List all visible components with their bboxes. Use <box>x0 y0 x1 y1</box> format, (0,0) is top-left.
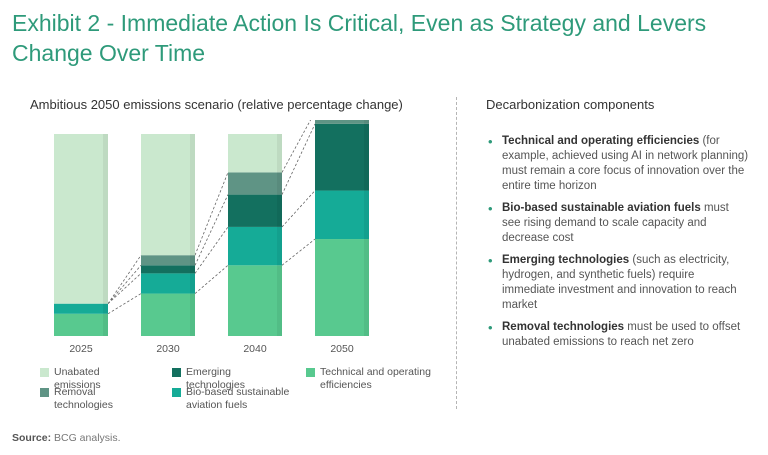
list-item-title: Technical and operating efficiencies <box>502 135 700 147</box>
bar-shade-2030 <box>190 134 195 336</box>
bar-segment-emerging-technologies-2050 <box>315 123 369 191</box>
bar-segment-emerging-technologies-2030 <box>141 265 195 274</box>
bar-segment-removal-technologies-2050 <box>315 120 369 124</box>
list-item-text: (for example, achieved using AI in netwo… <box>502 135 749 192</box>
source-text: BCG analysis. <box>51 432 121 444</box>
list-item: • Bio-based sustainable aviation fuels mu… <box>488 201 750 246</box>
list-item-title: Bio-based sustainable aviation fuels <box>502 202 701 214</box>
x-tick-label-2030: 2030 <box>156 343 180 355</box>
source-label: Source: <box>12 432 52 444</box>
bar-segment-bio-based-sustainable-aviation-fuels-2050 <box>315 190 369 240</box>
list-item-text: (such as electricity, hydrogen, and synt… <box>502 254 737 311</box>
connector-line <box>107 293 142 315</box>
legend-swatch-biobased <box>172 388 181 397</box>
connector-line <box>194 264 229 294</box>
x-tick-label-2050: 2050 <box>330 343 354 355</box>
chart-bars <box>54 120 369 336</box>
bullet-icon: • <box>488 320 493 335</box>
legend-label-emerging: Emerging technologies <box>186 366 245 391</box>
bar-segment-technical-and-operating-efficiencies-2050 <box>315 239 369 336</box>
bar-shade-2040 <box>277 134 282 336</box>
bar-segment-technical-and-operating-efficiencies-2025 <box>54 313 108 336</box>
connector-line <box>281 120 311 173</box>
bar-segment-bio-based-sustainable-aviation-fuels-2025 <box>54 303 108 314</box>
legend-label-technical: Technical and operating efficiencies <box>320 366 431 391</box>
legend-label-biobased: Bio-based sustainable aviation fuels <box>186 386 290 411</box>
section-divider <box>456 97 457 409</box>
bullet-icon: • <box>488 253 493 268</box>
x-tick-label-2025: 2025 <box>69 343 93 355</box>
legend-swatch-technical <box>306 368 315 377</box>
components-list: • Technical and operating efficiencies (f… <box>488 134 750 357</box>
components-heading: Decarbonization components <box>486 97 655 112</box>
legend-swatch-unabated <box>40 368 49 377</box>
bar-segment-unabated-emissions-2025 <box>54 134 108 304</box>
bullet-icon: • <box>488 134 493 149</box>
x-tick-label-2040: 2040 <box>243 343 267 355</box>
x-axis-labels: 2025 2030 2040 2050 <box>69 343 354 355</box>
legend-swatch-emerging <box>172 368 181 377</box>
list-item-text: must see rising demand to scale capacity… <box>502 202 729 244</box>
connector-line <box>194 226 229 274</box>
page-title-line-1: Exhibit 2 - Immediate Action Is Critical… <box>12 10 707 36</box>
chart-heading: Ambitious 2050 emissions scenario (relat… <box>30 97 403 112</box>
connector-line <box>281 238 316 266</box>
connector-line <box>281 190 316 228</box>
connector-line <box>107 265 142 304</box>
connector-line <box>107 273 142 304</box>
bar-segment-bio-based-sustainable-aviation-fuels-2040 <box>228 226 282 266</box>
bar-segment-bio-based-sustainable-aviation-fuels-2030 <box>141 273 195 294</box>
legend-label-removal: Removal technologies <box>54 386 113 411</box>
bar-shade-2025 <box>103 134 108 336</box>
source-note: Source: BCG analysis. <box>12 432 121 444</box>
bullet-icon: • <box>488 201 493 216</box>
bar-segment-unabated-emissions-2040 <box>228 134 282 173</box>
list-item: • Technical and operating efficiencies (f… <box>488 134 750 194</box>
bar-segment-removal-technologies-2040 <box>228 172 282 195</box>
list-item: • Removal technologies must be used to of… <box>488 320 750 350</box>
list-item-title: Removal technologies <box>502 321 625 333</box>
bar-segment-technical-and-operating-efficiencies-2030 <box>141 293 195 336</box>
connector-line <box>194 194 229 266</box>
list-item: • Emerging technologies (such as electric… <box>488 253 750 313</box>
bar-shade-2050 <box>364 120 369 336</box>
page-title: Exhibit 2 - Immediate Action Is Critical… <box>12 8 752 68</box>
list-item-title: Emerging technologies <box>502 254 630 266</box>
bar-segment-removal-technologies-2030 <box>141 255 195 266</box>
emissions-chart: 2025 2030 2040 2050 <box>54 120 369 355</box>
legend-swatch-removal <box>40 388 49 397</box>
bar-segment-technical-and-operating-efficiencies-2040 <box>228 265 282 336</box>
list-item-text: must be used to offset unabated emission… <box>502 321 741 348</box>
legend-label-unabated: Unabated emissions <box>54 366 101 391</box>
connector-line <box>107 254 142 304</box>
page-title-line-2: Change Over Time <box>12 40 206 66</box>
connector-line <box>281 123 316 195</box>
bar-segment-emerging-technologies-2040 <box>228 194 282 227</box>
bar-segment-unabated-emissions-2030 <box>141 134 195 256</box>
connector-lines <box>107 120 316 315</box>
connector-line <box>194 172 229 256</box>
